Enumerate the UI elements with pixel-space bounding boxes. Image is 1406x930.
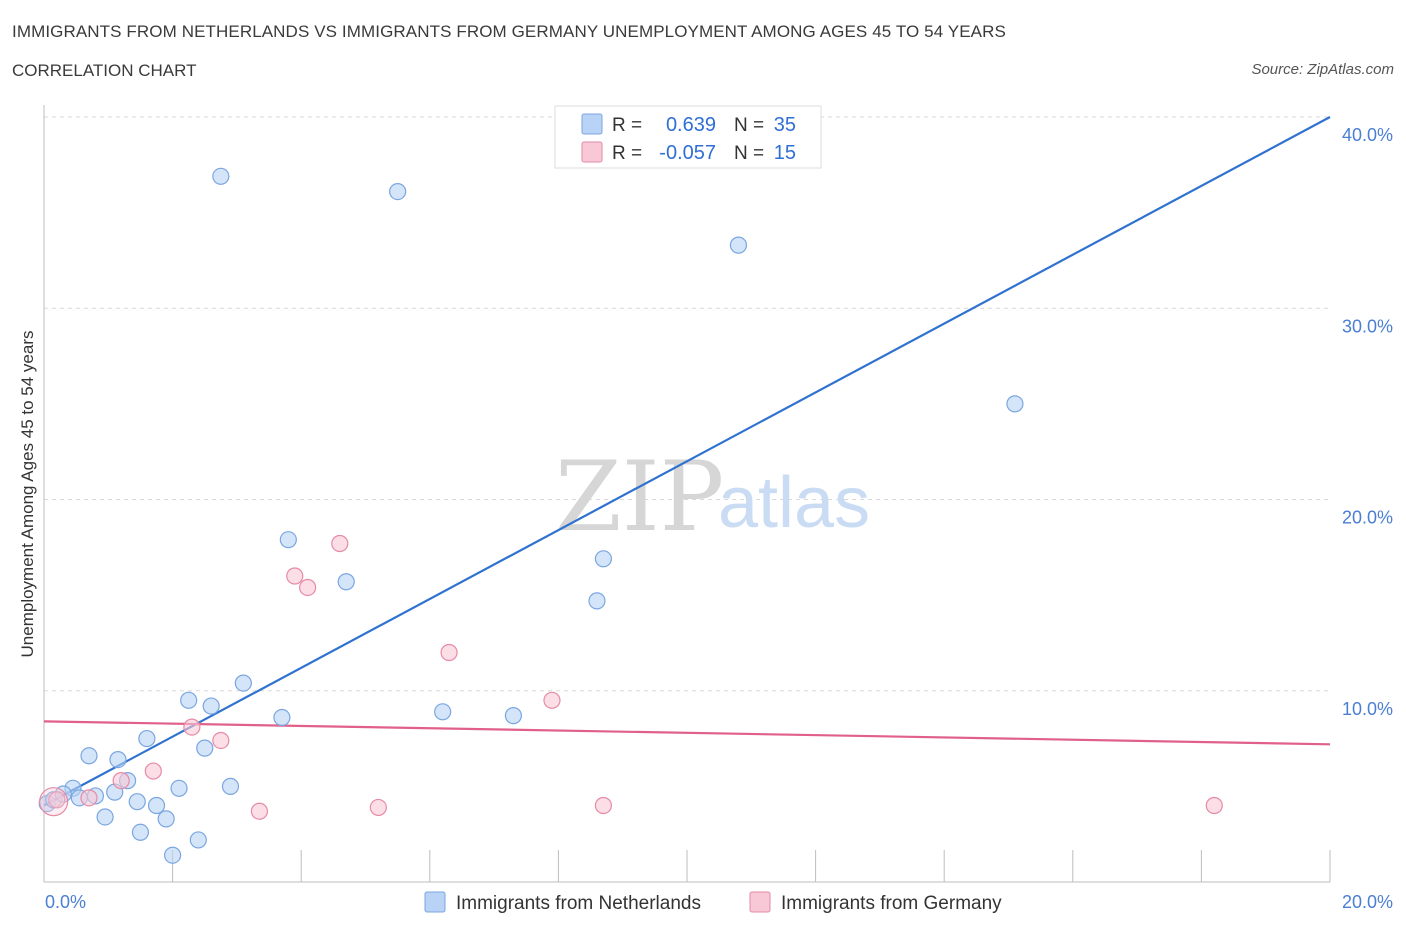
- point-germany-1[interactable]: [80, 789, 98, 807]
- point-netherlands-3[interactable]: [80, 747, 98, 765]
- point-germany-5[interactable]: [212, 731, 230, 750]
- watermark-zip: ZIP: [555, 441, 724, 553]
- point-germany-9[interactable]: [331, 534, 349, 553]
- point-netherlands-11[interactable]: [138, 729, 156, 748]
- watermark: ZIP atlas: [555, 441, 870, 553]
- point-netherlands-19[interactable]: [202, 697, 220, 715]
- point-netherlands-29[interactable]: [588, 592, 606, 610]
- legend-germany-label: Immigrants from Germany: [781, 893, 1002, 914]
- point-netherlands-27[interactable]: [434, 703, 452, 721]
- y-tick-label-0: 10.0%: [1342, 699, 1393, 719]
- point-netherlands-18[interactable]: [196, 739, 214, 757]
- y-tick-label-2: 30.0%: [1342, 316, 1393, 336]
- y-tick-label-1: 20.0%: [1342, 508, 1393, 528]
- point-germany-8[interactable]: [299, 578, 317, 597]
- stats-box: R = 0.639 N = 35 R = -0.057 N = 15: [554, 105, 822, 169]
- chart-source: Source: ZipAtlas.com: [1251, 61, 1394, 78]
- legend-germany-swatch: [749, 891, 771, 913]
- point-germany-10[interactable]: [369, 798, 387, 817]
- point-germany-3[interactable]: [144, 762, 162, 780]
- legend-item-netherlands[interactable]: Immigrants from Netherlands: [424, 891, 701, 914]
- point-netherlands-17[interactable]: [189, 831, 207, 849]
- stats-germany-n-value: 15: [774, 142, 796, 164]
- point-germany-11[interactable]: [440, 643, 458, 662]
- point-netherlands-15[interactable]: [170, 779, 188, 797]
- chart-subtitle: CORRELATION CHART: [12, 61, 197, 80]
- grid-layer: [44, 116, 1330, 692]
- chart-title: IMMIGRANTS FROM NETHERLANDS VS IMMIGRANT…: [12, 22, 1006, 41]
- trendline-germany: [43, 720, 1331, 746]
- point-germany-6[interactable]: [250, 802, 269, 820]
- tick-layer: 10.0% 20.0% 30.0% 40.0% 0.0% 20.0%: [45, 125, 1393, 912]
- stats-germany-r-value: -0.057: [659, 142, 716, 164]
- point-germany-7[interactable]: [286, 567, 304, 585]
- trend-layer: [43, 116, 1331, 807]
- point-netherlands-12[interactable]: [147, 796, 166, 815]
- point-netherlands-13[interactable]: [157, 810, 175, 828]
- legend: Immigrants from Netherlands Immigrants f…: [424, 891, 1002, 914]
- point-netherlands-7[interactable]: [109, 750, 127, 769]
- axes-layer: [43, 105, 1331, 883]
- stats-netherlands-r-value: 0.639: [666, 114, 716, 136]
- point-germany-0[interactable]: [48, 791, 66, 809]
- trendline-netherlands: [43, 116, 1331, 807]
- point-netherlands-32[interactable]: [1006, 395, 1024, 413]
- point-netherlands-5[interactable]: [96, 808, 114, 826]
- point-germany-13[interactable]: [594, 796, 613, 815]
- point-netherlands-14[interactable]: [164, 846, 182, 864]
- point-germany-14[interactable]: [1205, 796, 1223, 815]
- watermark-atlas: atlas: [718, 463, 870, 543]
- y-axis-label: Unemployment Among Ages 45 to 54 years: [18, 331, 37, 658]
- point-netherlands-22[interactable]: [234, 674, 252, 692]
- point-netherlands-25[interactable]: [337, 573, 355, 591]
- point-netherlands-30[interactable]: [594, 550, 613, 568]
- point-germany-4[interactable]: [183, 718, 201, 736]
- stats-netherlands-swatch: [581, 113, 603, 135]
- point-netherlands-28[interactable]: [504, 707, 522, 725]
- point-cluster-origin[interactable]: [39, 787, 69, 817]
- stats-germany-r-label: R =: [612, 143, 642, 164]
- point-netherlands-26[interactable]: [389, 182, 407, 201]
- point-germany-2[interactable]: [112, 772, 130, 790]
- point-germany-12[interactable]: [543, 691, 561, 709]
- stats-netherlands-n-value: 35: [774, 114, 796, 136]
- point-netherlands-10[interactable]: [131, 823, 150, 841]
- x-tick-label-0: 0.0%: [45, 892, 86, 912]
- point-netherlands-23[interactable]: [273, 708, 291, 727]
- x-tick-label-1: 20.0%: [1342, 892, 1393, 912]
- legend-item-germany[interactable]: Immigrants from Germany: [749, 891, 1002, 914]
- points-layer: [38, 167, 1223, 864]
- stats-germany-swatch: [581, 141, 603, 163]
- point-netherlands-31[interactable]: [729, 236, 748, 254]
- legend-netherlands-swatch: [424, 891, 446, 913]
- point-netherlands-24[interactable]: [279, 531, 297, 549]
- stats-netherlands-r-label: R =: [612, 115, 642, 136]
- point-netherlands-9[interactable]: [128, 793, 146, 811]
- y-tick-label-3: 40.0%: [1342, 125, 1393, 145]
- stats-netherlands-n-label: N =: [734, 115, 764, 136]
- point-netherlands-16[interactable]: [180, 691, 198, 709]
- point-netherlands-20[interactable]: [212, 167, 230, 185]
- stats-germany-n-label: N =: [734, 143, 764, 164]
- legend-netherlands-label: Immigrants from Netherlands: [456, 893, 701, 914]
- point-netherlands-21[interactable]: [221, 777, 240, 795]
